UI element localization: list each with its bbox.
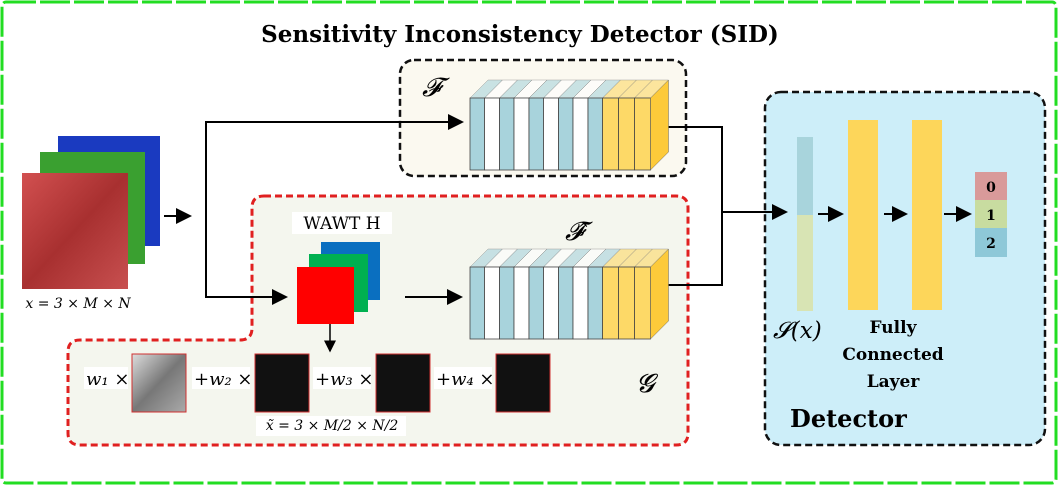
output-0: 0 (975, 172, 1007, 200)
F-network-block (469, 79, 670, 171)
fc-label-1: Fully (870, 318, 918, 338)
layer-slice (602, 266, 619, 340)
subband-LH (254, 353, 310, 413)
S-vector-top (797, 137, 813, 215)
S-label: 𝓢(x) (773, 318, 822, 344)
weight-2: +w₂ × (194, 369, 253, 390)
wawt-stack (297, 242, 380, 324)
layer-slice (558, 97, 574, 171)
subband-HH (495, 353, 551, 413)
input-label: x = 3 × M × N (25, 296, 131, 312)
layer-slice (484, 97, 500, 171)
layer-slice (602, 97, 619, 171)
layer-slice (513, 97, 530, 171)
subband-HL (375, 353, 431, 413)
layer-slice (513, 266, 530, 340)
layer-slice (543, 97, 559, 171)
detector-label: Detector (790, 404, 907, 433)
weight-4: +w₄ × (436, 369, 495, 390)
S-vector-bottom (797, 215, 813, 311)
layer-slice (499, 97, 515, 171)
subband-label: x̃ = 3 × M/2 × N/2 (266, 418, 399, 434)
layer-side (650, 248, 669, 340)
fc-layer-2 (912, 120, 942, 310)
layer-slice (634, 266, 651, 340)
G-label: 𝓖 (636, 369, 659, 399)
layer-slice (618, 97, 635, 171)
svg-text:0: 0 (986, 180, 996, 196)
layer-slice (484, 266, 500, 340)
layer-slice (499, 266, 515, 340)
layer-slice (618, 266, 635, 340)
F-hat-network-block (469, 248, 670, 340)
fc-layer-1 (848, 120, 878, 310)
layer-slice (634, 97, 651, 171)
subband-LL (131, 353, 187, 413)
fc-label-3: Layer (867, 372, 921, 392)
output-2: 2 (975, 228, 1007, 257)
layer-slice (587, 266, 603, 340)
layer-slice (528, 266, 544, 340)
input-image-stack (22, 136, 160, 289)
layer-slice (528, 97, 544, 171)
layer-slice (558, 266, 574, 340)
weight-3: +w₃ × (315, 369, 374, 390)
output-1: 1 (975, 200, 1007, 228)
svg-text:1: 1 (986, 208, 996, 224)
weight-1: w₁ × (86, 369, 129, 390)
title: Sensitivity Inconsistency Detector (SID) (261, 21, 779, 48)
svg-text:2: 2 (986, 236, 996, 252)
layer-slice (469, 97, 485, 171)
layer-side (650, 79, 669, 171)
layer-slice (543, 266, 559, 340)
layer-slice (469, 266, 485, 340)
layer-slice (587, 97, 603, 171)
layer-slice (572, 266, 589, 340)
fc-label-2: Connected (842, 345, 943, 365)
wawt-label: WAWT H (303, 214, 380, 234)
layer-slice (572, 97, 589, 171)
